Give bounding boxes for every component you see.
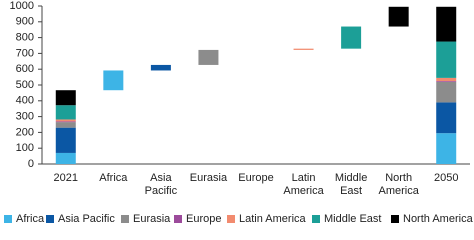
bar-segment [436,41,457,78]
legend-item: Eurasia [121,213,170,225]
bar-segment [55,122,76,128]
y-tick-label: 200 [16,126,34,138]
bar-segment [150,64,171,71]
bar-segment [55,105,76,120]
x-tick-label: Africa [99,172,128,184]
bar-segment [55,90,76,106]
legend-label: Eurasia [133,213,171,225]
bar-segment [103,70,124,91]
x-tick-label: Middle East [334,172,368,197]
bar-segment [198,49,219,65]
legend-item: Latin America [227,213,306,225]
legend-label: North America [403,213,473,225]
legend-swatch [391,215,399,223]
x-tick-label: Eurasia [189,172,228,184]
bar-segment [436,81,457,82]
legend-swatch [121,215,129,223]
legend-item: Middle East [312,213,381,225]
legend-item: Africa [4,213,44,225]
y-tick-label: 400 [16,95,34,107]
legend-label: Africa [16,213,45,225]
chart: 0 100 200 300 400 500 600 700 800 900 1000 2021 Afr… [4,0,473,225]
legend-swatch [312,215,320,223]
y-tick-label: 100 [16,142,34,154]
bar-segment [436,133,457,164]
legend-label: Middle East [324,213,382,225]
bar-segment [55,127,76,153]
legend-label: Asia Pacific [58,213,115,225]
legend-item: Asia Pacific [46,213,115,225]
x-tick-label: 2050 [433,172,459,184]
legend-swatch [4,215,12,223]
bar-segment [55,119,76,122]
legend-swatch [174,215,182,223]
y-tick-label: 300 [16,111,34,123]
bar-segment [436,6,457,42]
legend-item: North America [391,213,473,225]
bar-segment [436,81,457,103]
y-tick-label: 600 [16,63,34,75]
legend-label: Europe [186,213,222,225]
y-tick-label: 900 [16,16,34,28]
x-tick-label: Europe [238,172,274,184]
bar-segment [388,6,409,27]
y-tick-label: 1000 [10,0,34,12]
chart-svg: 0 100 200 300 400 500 600 700 800 900 1000 [10,0,470,170]
legend-item: Europe [174,213,221,225]
bar-segment [436,102,457,134]
bar-segment [293,48,314,50]
legend-label: Latin America [239,213,306,225]
bar-segment [55,152,76,164]
bar-segment [55,121,76,123]
x-tick-label: Asia Pacific [144,172,178,197]
legend-swatch [46,215,54,223]
x-tick-label: 2021 [53,172,78,184]
legend-swatch [227,215,235,223]
x-tick-label: Latin America [283,172,324,197]
bar-segment [436,77,457,82]
y-tick-label: 500 [16,79,34,91]
y-tick-label: 800 [16,32,34,44]
y-tick-label: 0 [28,158,34,170]
bar-segment [341,26,362,49]
y-tick-label: 700 [16,47,34,59]
x-tick-label: North America [378,172,419,197]
